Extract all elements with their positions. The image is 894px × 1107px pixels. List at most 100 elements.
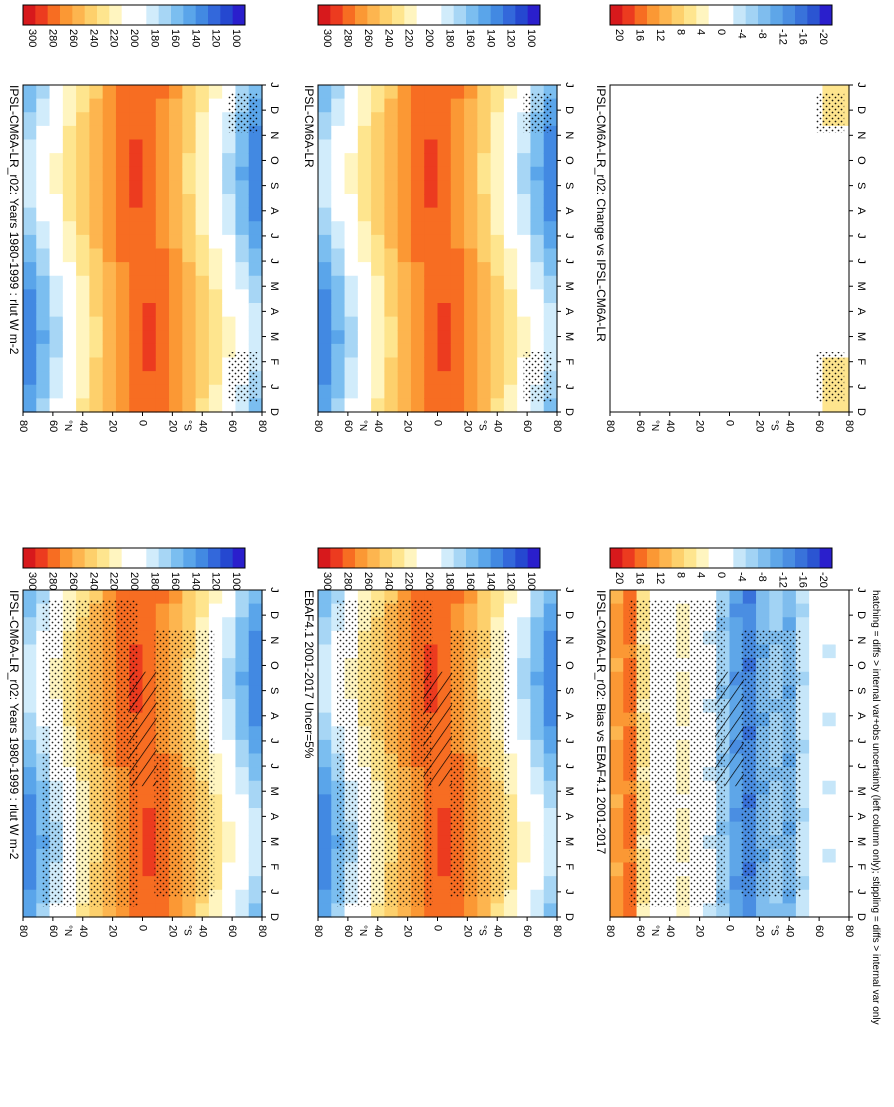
y-tick-label: 60	[47, 925, 59, 937]
heatmap-cell	[450, 330, 465, 345]
heatmap-cell	[503, 903, 518, 918]
heatmap-cell	[344, 166, 359, 181]
colorbar-swatch	[330, 548, 344, 568]
heatmap-cell	[835, 139, 850, 154]
heatmap-cell	[822, 617, 837, 632]
heatmap-cell	[76, 371, 90, 386]
heatmap-cell	[208, 207, 223, 222]
heatmap-cell	[623, 330, 638, 345]
stippling-region	[42, 600, 138, 907]
heatmap-cell	[530, 644, 545, 659]
heatmap-cell	[115, 166, 130, 181]
heatmap-cell	[357, 289, 372, 304]
heatmap-cell	[62, 289, 77, 304]
heatmap-cell	[809, 862, 824, 877]
heatmap-cell	[702, 180, 717, 195]
heatmap-cell	[689, 180, 704, 195]
heatmap-cell	[676, 234, 691, 250]
heatmap-cell	[729, 590, 744, 605]
heatmap-cell	[142, 808, 157, 823]
heatmap-cell	[331, 289, 346, 304]
heatmap-cell	[222, 617, 237, 632]
heatmap-cell	[437, 808, 452, 823]
heatmap-cell	[76, 234, 90, 250]
heatmap-cell	[169, 234, 183, 250]
heatmap-cell	[623, 371, 638, 386]
heatmap-cell	[689, 85, 704, 100]
y-tick-label: 60	[813, 420, 825, 432]
heatmap-cell	[115, 125, 130, 141]
heatmap-cell	[517, 780, 532, 795]
heatmap-cell	[424, 262, 439, 277]
heatmap-cell	[142, 357, 157, 372]
heatmap-cell	[344, 139, 359, 154]
heatmap-cell	[195, 357, 210, 372]
heatmap-cell	[835, 821, 850, 836]
heatmap-cell	[169, 603, 183, 618]
heatmap-cell	[490, 275, 505, 290]
y-tick-label: 60	[521, 925, 533, 937]
heatmap-cell	[782, 289, 797, 304]
heatmap-cell	[729, 903, 744, 918]
heatmap-cell	[477, 248, 492, 263]
colorbar-label: -4	[735, 572, 747, 582]
heatmap-cell	[610, 371, 624, 386]
heatmap-cell	[716, 371, 731, 386]
colorbar-swatch	[121, 548, 135, 568]
heatmap-cell	[235, 862, 250, 877]
x-tick-label: M	[563, 787, 575, 796]
heatmap-cell	[756, 98, 770, 113]
heatmap-cell	[142, 234, 157, 250]
heatmap-cell	[102, 316, 117, 331]
heatmap-cell	[636, 112, 651, 127]
heatmap-cell	[477, 330, 492, 345]
heatmap-cell	[610, 166, 624, 181]
heatmap-cell	[490, 617, 505, 632]
heatmap-cell	[437, 275, 452, 290]
heatmap-cell	[89, 248, 104, 263]
heatmap-cell	[318, 303, 332, 318]
heatmap-cell	[464, 125, 478, 141]
x-tick-label: D	[855, 611, 867, 619]
heatmap-cell	[756, 194, 770, 209]
heatmap-cell	[782, 903, 797, 918]
heatmap-cell	[623, 398, 638, 413]
y-tick-label: 60	[813, 925, 825, 937]
heatmap-cell	[729, 330, 744, 345]
heatmap-cell	[76, 330, 90, 345]
heatmap-cell	[248, 630, 263, 646]
heatmap-cell	[248, 794, 263, 809]
heatmap-cell	[610, 767, 624, 782]
heatmap-cell	[102, 371, 117, 386]
heatmap-cell	[129, 153, 144, 168]
heatmap-cell	[729, 848, 744, 864]
heatmap-cell	[663, 343, 677, 359]
heatmap-cell	[195, 289, 210, 304]
heatmap-cell	[742, 85, 757, 100]
heatmap-cell	[689, 262, 704, 277]
colorbar-label: 240	[87, 29, 99, 47]
heatmap-cell	[663, 303, 677, 318]
heatmap-cell	[490, 125, 505, 141]
heatmap-cell	[503, 139, 518, 154]
heatmap-cell	[702, 221, 717, 236]
heatmap-cell	[318, 275, 332, 290]
heatmap-cell	[23, 658, 37, 673]
colorbar-swatch	[35, 5, 49, 25]
heatmap-cell	[115, 139, 130, 154]
heatmap-cell	[729, 603, 744, 618]
heatmap-cell	[503, 316, 518, 331]
heatmap-cell	[769, 398, 784, 413]
colorbar-swatch	[795, 5, 808, 25]
heatmap-cell	[702, 166, 717, 181]
heatmap-cell	[464, 262, 478, 277]
heatmap-cell	[649, 112, 664, 127]
heatmap-cell	[248, 644, 263, 659]
heatmap-cell	[129, 125, 144, 141]
heatmap-cell	[623, 262, 638, 277]
heatmap-cell	[49, 371, 64, 386]
heatmap-cell	[437, 603, 452, 618]
heatmap-cell	[503, 207, 518, 222]
